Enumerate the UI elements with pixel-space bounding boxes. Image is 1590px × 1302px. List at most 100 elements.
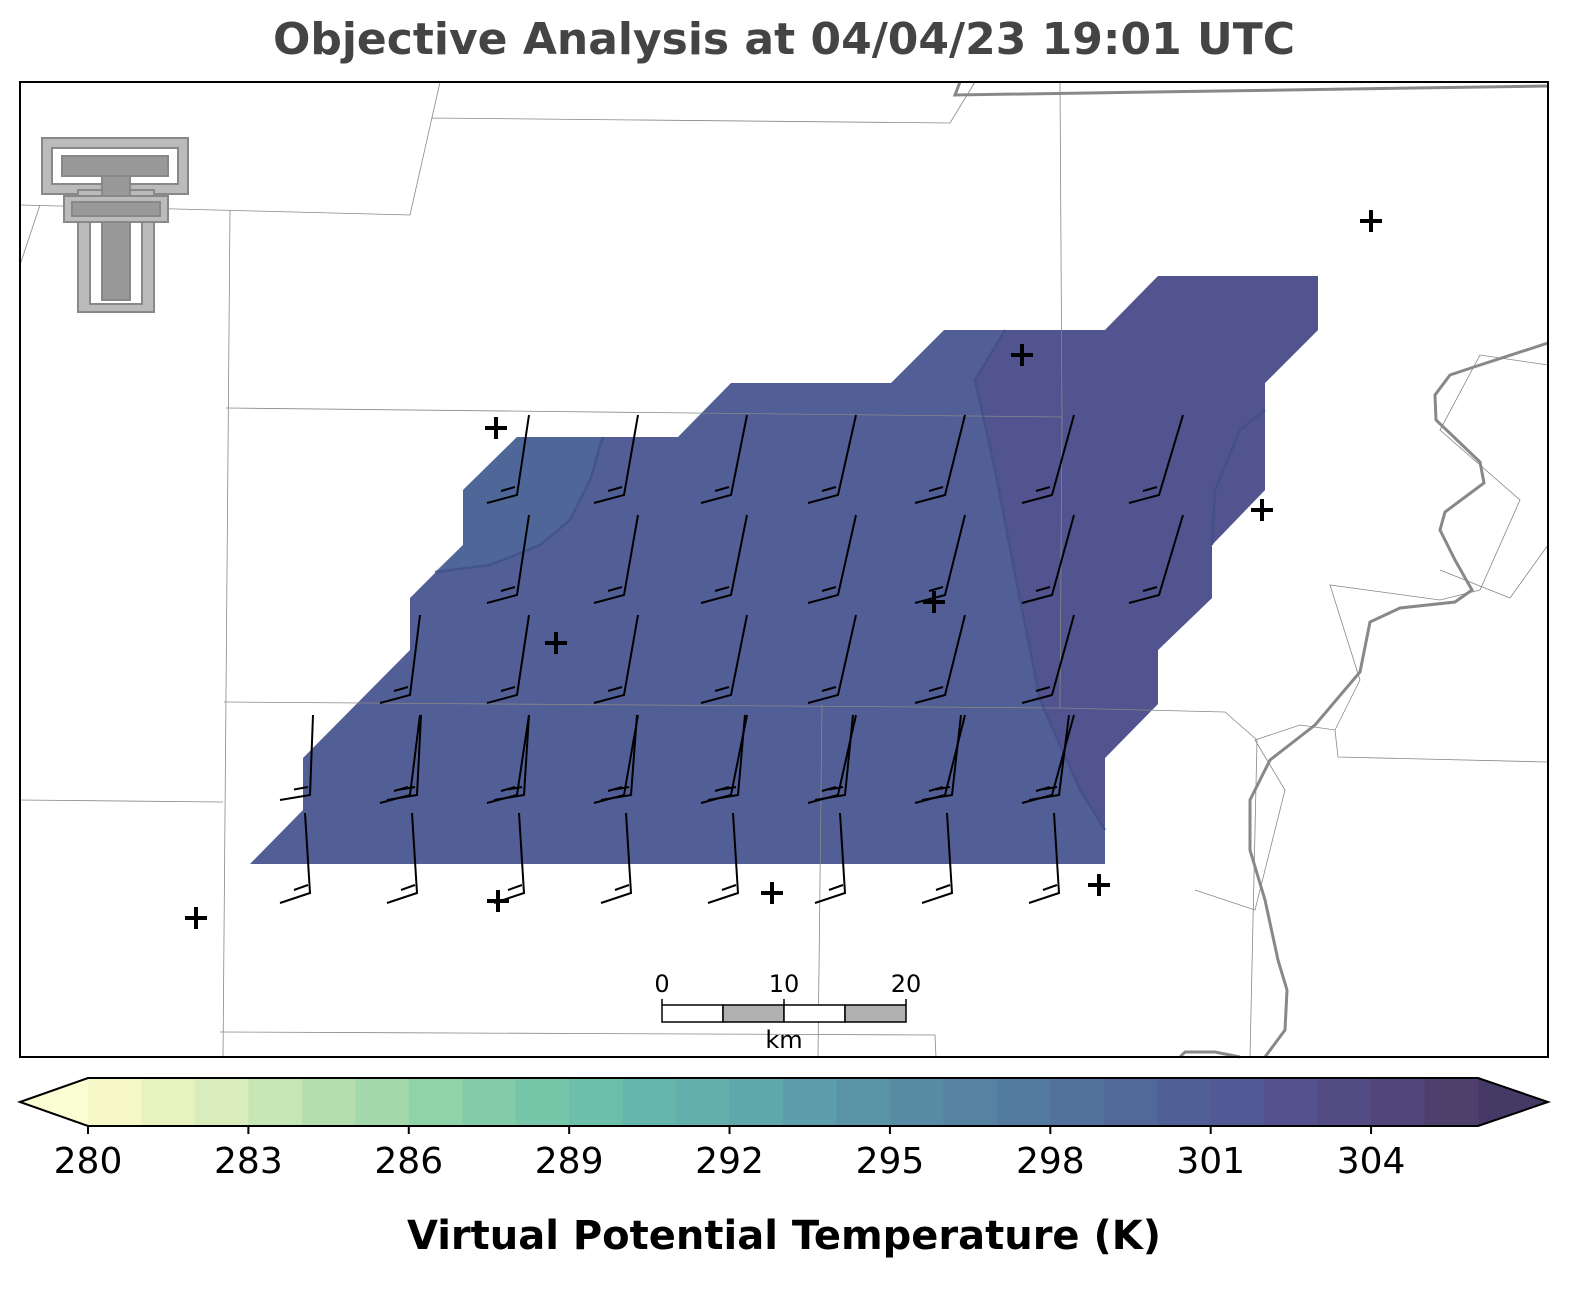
colorbar-bin (889, 1078, 944, 1126)
colorbar-bin (1371, 1078, 1426, 1126)
colorbar-bin (1424, 1078, 1479, 1126)
station (1088, 874, 1110, 896)
scale-tick-label: 0 (654, 970, 669, 998)
colorbar-tick-label: 292 (695, 1141, 764, 1182)
analysis-field-warm (975, 276, 1318, 830)
wind-barb (486, 414, 530, 504)
wind-barb (921, 812, 954, 904)
colorbar-bin (676, 1078, 731, 1126)
station (761, 882, 783, 904)
scale-bar: km 0 10 20 (654, 970, 921, 1054)
wind-barb (279, 812, 312, 904)
colorbar-bin (141, 1078, 196, 1126)
wind-barb (1128, 514, 1184, 604)
colorbar-tick-label: 280 (54, 1141, 123, 1182)
wind-barb (814, 812, 847, 904)
wind-barb (707, 714, 746, 801)
colorbar-tick-label: 289 (535, 1141, 604, 1182)
station (923, 591, 945, 613)
colorbar: Virtual Potential Temperature (K) 280 283… (16, 1077, 1552, 1259)
wind-barb (707, 812, 740, 904)
scale-tick-label: 10 (769, 970, 800, 998)
colorbar-bin (88, 1078, 142, 1126)
colorbar-bin (1317, 1078, 1372, 1126)
logo (41, 137, 189, 313)
wind-barb (1021, 514, 1075, 604)
colorbar-bin (408, 1078, 463, 1126)
wind-barb (914, 614, 966, 704)
wind-barb (914, 514, 966, 604)
colorbar-bin (515, 1078, 570, 1126)
colorbar-under (20, 1078, 88, 1126)
colorbar-bin (783, 1078, 837, 1126)
colorbar-bin (996, 1078, 1051, 1126)
wind-barb (493, 714, 530, 801)
colorbar-bin (1103, 1078, 1158, 1126)
analysis-field-cool (435, 437, 600, 572)
state-lines (434, 81, 1549, 1059)
wind-barb (700, 614, 748, 704)
station (485, 417, 507, 439)
wind-barb (1128, 414, 1184, 504)
station (1011, 344, 1033, 366)
wind-barb (600, 812, 633, 904)
wind-barbs (279, 414, 1184, 904)
colorbar-tick-label: 283 (214, 1141, 283, 1182)
wind-barb (379, 614, 421, 704)
colorbar-bin (301, 1078, 356, 1126)
scale-segment (722, 1004, 785, 1023)
wind-barb (807, 414, 857, 504)
wind-barb (700, 414, 748, 504)
wind-barb (279, 714, 314, 801)
colorbar-bin (943, 1078, 998, 1126)
title: Objective Analysis at 04/04/23 19:01 UTC (273, 14, 1295, 65)
colorbar-tick-label: 298 (1016, 1141, 1085, 1182)
colorbar-bin (1210, 1078, 1265, 1126)
wind-barb (600, 714, 638, 801)
colorbar-bin (1050, 1078, 1105, 1126)
wind-barb (700, 514, 748, 604)
scale-segment (783, 1004, 846, 1023)
station (185, 907, 207, 929)
scale-tick-label: 20 (891, 970, 922, 998)
colorbar-bin (194, 1078, 249, 1126)
colorbar-bin (1157, 1078, 1212, 1126)
scale-segment (661, 1004, 724, 1023)
scale-segment (844, 1004, 907, 1023)
colorbar-tick-label: 286 (374, 1141, 443, 1182)
colorbar-over (1478, 1078, 1548, 1126)
colorbar-bin (569, 1078, 624, 1126)
wind-barb (814, 714, 854, 801)
colorbar-label: Virtual Potential Temperature (K) (407, 1213, 1161, 1259)
wind-barb (486, 614, 530, 704)
wind-barb (486, 514, 530, 604)
wind-barb (386, 714, 422, 801)
wind-barb (1028, 714, 1070, 801)
colorbar-bin (729, 1078, 784, 1126)
wind-barb (1028, 812, 1061, 904)
wind-barb (593, 614, 639, 704)
map-panel (19, 81, 1549, 1059)
wind-barb (921, 714, 962, 801)
colorbar-tick-label: 304 (1337, 1141, 1406, 1182)
wind-barb (1021, 414, 1075, 504)
wind-barb (1021, 614, 1075, 704)
wind-barb (593, 514, 639, 604)
scale-unit: km (765, 1026, 802, 1054)
map-frame (19, 81, 1549, 1058)
station (1360, 210, 1382, 232)
wind-barb (493, 812, 526, 904)
colorbar-bin (836, 1078, 891, 1126)
colorbar-tick-label: 301 (1176, 1141, 1245, 1182)
colorbar-bin (248, 1078, 303, 1126)
colorbar-bin (622, 1078, 677, 1126)
colorbar-bin (1264, 1078, 1319, 1126)
wind-barb (386, 812, 419, 904)
wind-barb (807, 614, 857, 704)
station (545, 632, 567, 654)
colorbar-tick-label: 295 (856, 1141, 925, 1182)
wind-barb (593, 414, 639, 504)
wind-barb (914, 414, 966, 504)
colorbar-bin (462, 1078, 517, 1126)
